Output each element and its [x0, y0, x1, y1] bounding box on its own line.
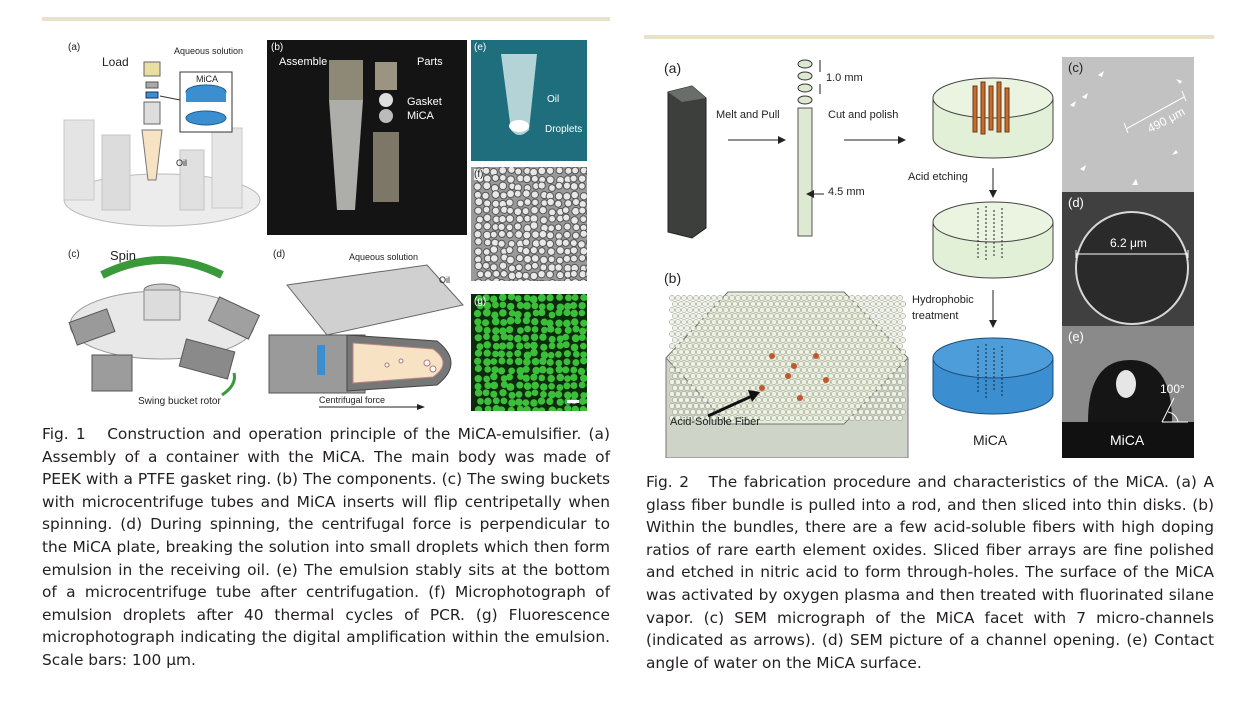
- fig1-d-force-label: Centrifugal force: [319, 395, 386, 405]
- fig2-panel-a: (a) Melt and Pull Cut and polish 1.0 mm …: [648, 50, 1058, 450]
- fig2-a-melt-label: Melt and Pull: [716, 109, 780, 121]
- fig2-a-dim1-label: 1.0 mm: [826, 72, 863, 84]
- fig1-a-mica-label: MiCA: [196, 74, 218, 84]
- fig1-b-gasket-label: Gasket: [407, 96, 442, 108]
- fig2-e-angle-label: 100°: [1160, 382, 1185, 396]
- fig2-a-acid-label: Acid etching: [908, 171, 968, 183]
- fig2-panel-c: (c) 490 μm: [1062, 57, 1194, 192]
- fig2-c-letter: (c): [1068, 60, 1084, 75]
- fig1-b-assemble-label: Assemble: [279, 56, 328, 68]
- fig1-b-parts-label: Parts: [417, 56, 443, 68]
- fig1-a-aqueous-label: Aqueous solution: [174, 46, 244, 56]
- fig1-caption: Fig. 1 Construction and operation princi…: [42, 423, 610, 672]
- figure2-top-rule: [644, 35, 1214, 39]
- fig2-caption-label: Fig. 2: [646, 473, 689, 491]
- fig2-a-cut-label: Cut and polish: [828, 109, 899, 121]
- fig1-b-mica-label: MiCA: [407, 110, 434, 122]
- fig1-e-droplets-label: Droplets: [545, 124, 583, 135]
- fig1-b-photo: [267, 40, 467, 235]
- fig2-b-hex-bundle: [665, 291, 909, 458]
- fig1-d-oil-label: Oil: [439, 275, 450, 285]
- fig2-caption-text: The fabrication procedure and characteri…: [646, 473, 1214, 672]
- fig2-panel-e: (e) 100° MiCA: [1062, 326, 1194, 458]
- fig1-c-spin-label: Spin: [110, 248, 137, 263]
- figure1-top-rule: [42, 17, 610, 21]
- fig2-c-sem: [1062, 57, 1194, 192]
- fig1-panel-a: (a) Load Aqueous solution MiCA Oil: [62, 40, 262, 240]
- fig1-g-fluorescence: [471, 294, 587, 411]
- fig1-panel-f: (f): [471, 167, 587, 281]
- fig1-panel-d: (d) Aqueous solution Oil Centrifugal for…: [267, 245, 467, 413]
- fig2-e-letter: (e): [1068, 329, 1084, 344]
- fig1-d-aqueous-label: Aqueous solution: [349, 252, 419, 262]
- fig1-d-letter: (d): [273, 249, 286, 260]
- fig2-a-mica-label: MiCA: [973, 432, 1008, 448]
- fig1-c-illustration: [62, 245, 262, 413]
- fig1-c-rotor-label: Swing bucket rotor: [138, 396, 221, 407]
- fig1-a-title: Load: [102, 55, 129, 69]
- fig2-a-hydro1-label: Hydrophobic: [912, 294, 974, 306]
- fig1-caption-text: Construction and operation principle of …: [42, 425, 610, 669]
- fig1-b-letter: (b): [271, 42, 284, 53]
- fig1-e-oil-label: Oil: [547, 94, 560, 105]
- fig2-e-contact-angle: [1062, 326, 1194, 458]
- fig1-g-scale-bar: [567, 400, 579, 403]
- fig1-c-letter: (c): [68, 249, 80, 260]
- fig1-panel-b: (b) Assemble Parts Gasket MiCA: [267, 40, 467, 235]
- fig2-a-dim2-label: 4.5 mm: [828, 186, 865, 198]
- fig1-panel-c: (c) Spin Swing bucket rotor: [62, 245, 262, 413]
- fig1-d-illustration: [267, 245, 467, 413]
- fig1-e-letter: (e): [474, 42, 487, 53]
- fig1-e-photo: [471, 40, 587, 161]
- fig2-b-fiber-label: Acid-Soluble Fiber: [670, 416, 760, 428]
- fig1-a-oil-label: Oil: [176, 158, 187, 168]
- fig1-g-letter: (g): [474, 296, 487, 307]
- fig2-panel-d: (d) 6.2 μm: [1062, 192, 1194, 326]
- fig1-caption-label: Fig. 1: [42, 425, 86, 443]
- fig2-b-letter: (b): [664, 270, 682, 286]
- fig1-panel-g: (g): [471, 294, 587, 411]
- fig1-f-micrograph: [471, 167, 587, 281]
- fig2-a-hydro2-label: treatment: [912, 310, 959, 322]
- fig1-f-letter: (f): [474, 169, 484, 180]
- fig1-panel-e: (e) Oil Droplets: [471, 40, 587, 161]
- fig2-a-letter: (a): [664, 60, 682, 76]
- fig2-d-scale-label: 6.2 μm: [1110, 236, 1147, 250]
- fig2-d-sem: [1062, 192, 1194, 326]
- fig2-d-letter: (d): [1068, 195, 1084, 210]
- fig2-e-mica-label: MiCA: [1110, 432, 1145, 448]
- fig1-a-illustration: [62, 40, 262, 240]
- fig1-a-letter: (a): [68, 42, 81, 53]
- fig2-a-schematic: [667, 59, 1054, 415]
- fig2-panel-b: (b) Acid-Soluble Fiber: [648, 262, 913, 458]
- fig2-caption: Fig. 2 The fabrication procedure and cha…: [646, 471, 1214, 674]
